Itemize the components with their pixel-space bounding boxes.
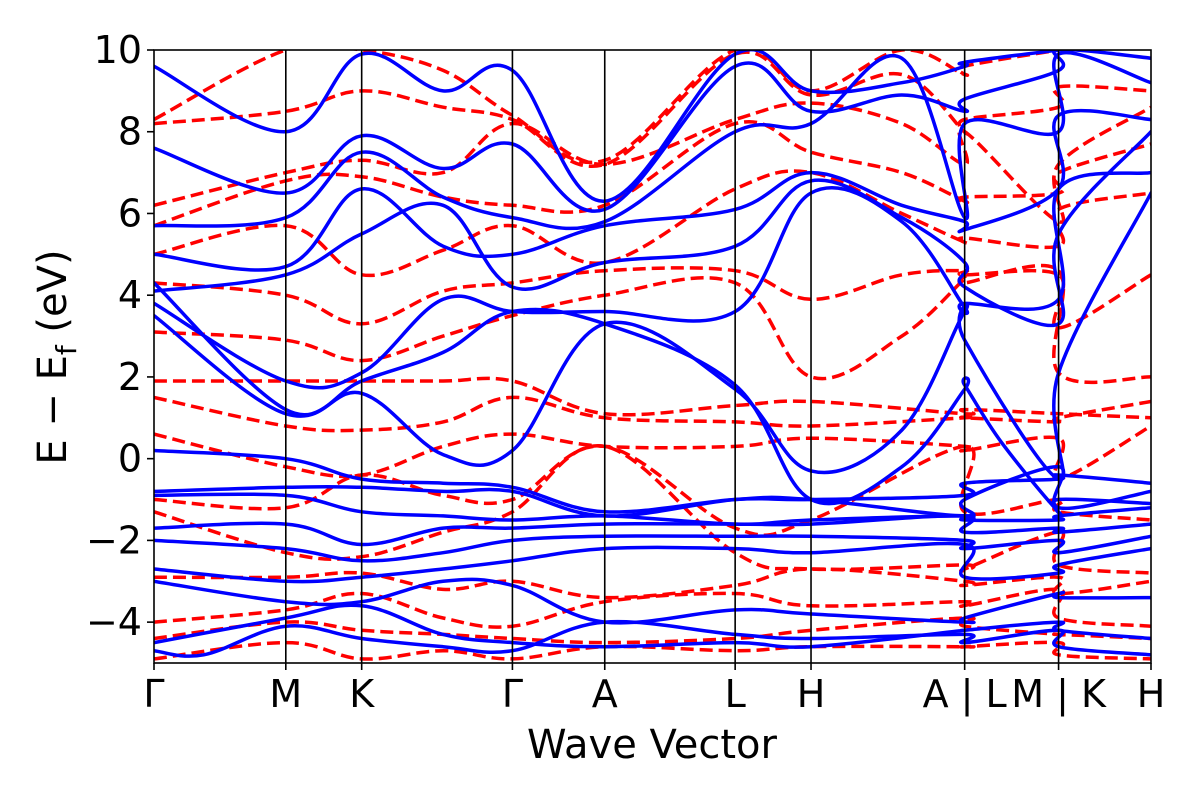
y-axis-label-subscript: f (50, 344, 83, 355)
y-tick-label: 10 (94, 28, 142, 72)
blue-band-10 (154, 307, 1151, 517)
x-tick-label: H (797, 672, 826, 716)
blue-band-3 (154, 577, 1151, 625)
blue-band-17 (154, 50, 1061, 203)
y-tick-label: 6 (118, 191, 142, 235)
bands (154, 50, 1151, 661)
x-tick-label: H (1137, 672, 1166, 716)
blue-band-11 (154, 191, 1151, 481)
red-band-15 (154, 50, 1151, 168)
x-tick-label: M (269, 672, 302, 716)
x-tick-label: L (725, 672, 746, 716)
y-axis-label: E − Ef (eV) (30, 249, 83, 464)
blue-band-12 (154, 170, 1151, 390)
x-tick-label: A (592, 672, 618, 716)
x-tick-label: A | L (923, 672, 1007, 717)
plot-frame (153, 49, 1152, 664)
blue-band-1 (154, 619, 1151, 658)
y-tick-label: 4 (118, 273, 142, 317)
y-tick-label: 2 (118, 355, 142, 399)
y-tick-label: 8 (118, 110, 142, 154)
plot-area (153, 49, 1152, 664)
x-tick-label: K (349, 672, 375, 716)
red-band-16 (154, 50, 1059, 164)
y-tick-label: 0 (118, 437, 142, 481)
x-axis-label: Wave Vector (527, 722, 778, 768)
red-band-13 (154, 120, 1151, 228)
blue-solid-series (154, 50, 1151, 658)
x-tick-label: M | K (1011, 672, 1107, 717)
x-tick-label: Γ (502, 672, 523, 716)
red-band-11 (154, 266, 1151, 330)
y-axis-label-main: E − E (30, 355, 76, 465)
x-tick-label: Γ (143, 672, 164, 716)
y-tick-label: −4 (86, 600, 142, 644)
blue-band-9 (154, 448, 1151, 514)
y-axis-label-unit: (eV) (30, 249, 76, 345)
blue-band-15 (154, 50, 1151, 231)
y-axis-ticks: −4 −2 0 2 4 6 8 10 (86, 28, 154, 644)
red-band-4 (154, 567, 1151, 600)
red-dashed-series (154, 50, 1151, 661)
y-tick-label: −2 (86, 518, 142, 562)
red-band-10 (154, 263, 1151, 385)
blue-band-16 (154, 50, 1151, 213)
